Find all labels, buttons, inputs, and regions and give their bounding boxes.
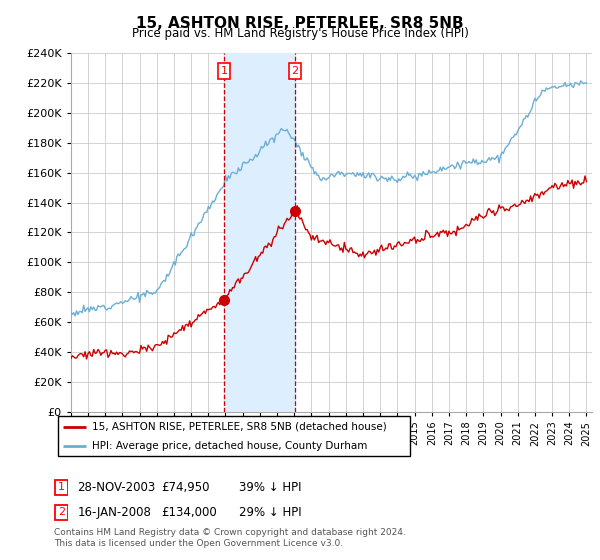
Text: HPI: Average price, detached house, County Durham: HPI: Average price, detached house, Coun…	[92, 441, 367, 450]
Text: 16-JAN-2008: 16-JAN-2008	[77, 506, 151, 519]
Bar	[224, 53, 295, 412]
Text: £134,000: £134,000	[161, 506, 217, 519]
Text: 1: 1	[58, 482, 65, 492]
Text: £74,950: £74,950	[161, 480, 210, 494]
Text: 29% ↓ HPI: 29% ↓ HPI	[239, 506, 302, 519]
Text: 28-NOV-2003: 28-NOV-2003	[77, 480, 155, 494]
Text: 2: 2	[292, 66, 299, 76]
FancyBboxPatch shape	[55, 479, 68, 495]
FancyBboxPatch shape	[58, 417, 410, 456]
Text: 39% ↓ HPI: 39% ↓ HPI	[239, 480, 302, 494]
Text: 15, ASHTON RISE, PETERLEE, SR8 5NB: 15, ASHTON RISE, PETERLEE, SR8 5NB	[136, 16, 464, 31]
Text: 1: 1	[221, 66, 227, 76]
Text: Contains HM Land Registry data © Crown copyright and database right 2024.
This d: Contains HM Land Registry data © Crown c…	[54, 528, 406, 548]
Text: 15, ASHTON RISE, PETERLEE, SR8 5NB (detached house): 15, ASHTON RISE, PETERLEE, SR8 5NB (deta…	[92, 422, 386, 432]
Text: 2: 2	[58, 507, 65, 517]
FancyBboxPatch shape	[55, 505, 68, 520]
Text: Price paid vs. HM Land Registry's House Price Index (HPI): Price paid vs. HM Land Registry's House …	[131, 27, 469, 40]
